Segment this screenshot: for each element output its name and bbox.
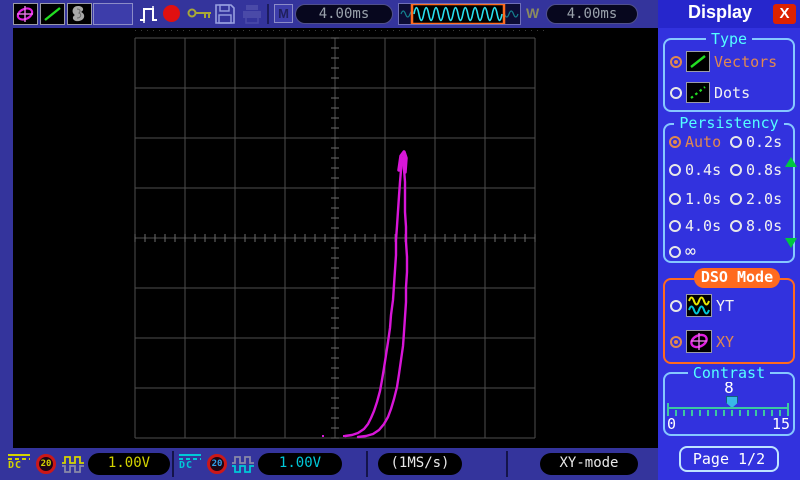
close-icon[interactable]: X: [773, 4, 796, 24]
option-yt-label: YT: [716, 296, 735, 315]
type-section-title: Type: [658, 30, 800, 48]
menu-header: Display X: [658, 0, 800, 28]
radio-persist-inf[interactable]: [669, 245, 681, 258]
ch1-coupling-icon: DC: [8, 454, 30, 471]
option-dots-label: Dots: [714, 83, 751, 102]
dots-icon: [686, 82, 710, 103]
option-persist-1.0s[interactable]: 1.0s: [669, 190, 721, 208]
option-persist-4.0s[interactable]: 4.0s: [669, 217, 721, 235]
radio-persist-1.0s[interactable]: [669, 193, 681, 205]
scope-svg: [134, 30, 548, 439]
ch1-bandwidth-badge: 20: [36, 454, 56, 474]
option-persist-8.0s[interactable]: 8.0s: [730, 217, 782, 235]
contrast-slider-ticks: [667, 410, 789, 416]
persistence-indicator-icon: [67, 3, 92, 25]
dso-mode-title: DSO Mode: [694, 268, 780, 288]
option-persist-0.8s[interactable]: 0.8s: [730, 161, 782, 179]
option-persist-0.2s[interactable]: 0.2s: [730, 133, 782, 151]
ch2-bandwidth-badge: 20: [207, 454, 227, 474]
contrast-value: 8: [724, 378, 734, 397]
ch1-coupling-label: DC: [8, 460, 23, 471]
window-timebase-label: W: [526, 5, 540, 21]
vectors-icon: [686, 51, 710, 72]
bottom-separator: [366, 451, 368, 477]
contrast-max-label: 15: [772, 415, 791, 433]
ch2-coupling-label: DC: [179, 460, 194, 471]
scroll-up-icon[interactable]: [785, 157, 797, 167]
window-timebase-value: 4.00ms: [546, 4, 638, 24]
ch2-scale-value: 1.00V: [258, 453, 342, 475]
option-dots[interactable]: Dots: [670, 82, 750, 103]
yt-mode-icon: [686, 294, 712, 317]
radio-persist-auto[interactable]: [669, 136, 681, 148]
scroll-down-icon[interactable]: [785, 238, 797, 248]
persistency-section-title: Persistency: [658, 114, 800, 132]
trigger-pulse-icon: [140, 6, 157, 23]
empty-indicator-slot: [93, 3, 133, 25]
option-yt[interactable]: YT: [670, 294, 734, 317]
option-persist-0.4s[interactable]: 0.4s: [669, 161, 721, 179]
ch2-coupling-icon: DC: [179, 454, 201, 471]
page-button[interactable]: Page 1/2: [679, 446, 779, 472]
radio-dots[interactable]: [670, 86, 682, 99]
save-icon: [215, 4, 235, 24]
radio-persist-2.0s[interactable]: [730, 193, 742, 205]
bottom-separator: [506, 451, 508, 477]
radio-vectors[interactable]: [670, 55, 682, 68]
radio-yt[interactable]: [670, 299, 682, 312]
top-status-bar: M 4.00ms W 4.00ms: [0, 0, 658, 28]
radio-persist-0.2s[interactable]: [730, 136, 742, 148]
radio-persist-8.0s[interactable]: [730, 220, 742, 232]
contrast-section-title: Contrast: [658, 364, 800, 382]
waveform-preview[interactable]: [398, 2, 521, 26]
xy-mode-indicator-icon: [13, 3, 38, 25]
option-xy-label: XY: [716, 332, 735, 351]
contrast-min-label: 0: [667, 415, 677, 433]
print-icon: [243, 5, 261, 24]
radio-xy[interactable]: [670, 335, 682, 348]
contrast-slider-track[interactable]: [667, 403, 789, 413]
key-icon: [187, 8, 211, 18]
ch1-scale-value: 1.00V: [88, 453, 170, 475]
option-persist-inf[interactable]: ∞: [669, 241, 696, 262]
acquisition-mode-value: XY-mode: [540, 453, 638, 475]
radio-persist-4.0s[interactable]: [669, 220, 681, 232]
option-persist-auto[interactable]: Auto: [669, 133, 721, 151]
ch1-invert-icon: [62, 456, 84, 473]
bottom-status-bar: DC 20 1.00V DC 20 1.00V (1MS/s) XY-mode: [0, 448, 658, 480]
menu-title: Display: [688, 2, 753, 22]
display-menu: Display X Type Vectors Dots Persistency …: [658, 0, 800, 480]
main-timebase-label: M: [274, 4, 293, 23]
radio-persist-0.8s[interactable]: [730, 164, 742, 176]
record-icon: [163, 5, 180, 22]
toolbar-separator: [267, 4, 269, 24]
sample-rate-value: (1MS/s): [378, 453, 462, 475]
scope-display: [13, 28, 658, 448]
main-timebase-value: 4.00ms: [295, 4, 393, 24]
option-vectors[interactable]: Vectors: [670, 51, 777, 72]
option-persist-2.0s[interactable]: 2.0s: [730, 190, 782, 208]
option-vectors-label: Vectors: [714, 52, 778, 71]
vectors-indicator-icon: [40, 3, 65, 25]
radio-persist-0.4s[interactable]: [669, 164, 681, 176]
xy-mode-icon: [686, 330, 712, 353]
option-xy[interactable]: XY: [670, 330, 734, 353]
bottom-separator: [172, 451, 174, 477]
ch2-invert-icon: [232, 456, 254, 473]
